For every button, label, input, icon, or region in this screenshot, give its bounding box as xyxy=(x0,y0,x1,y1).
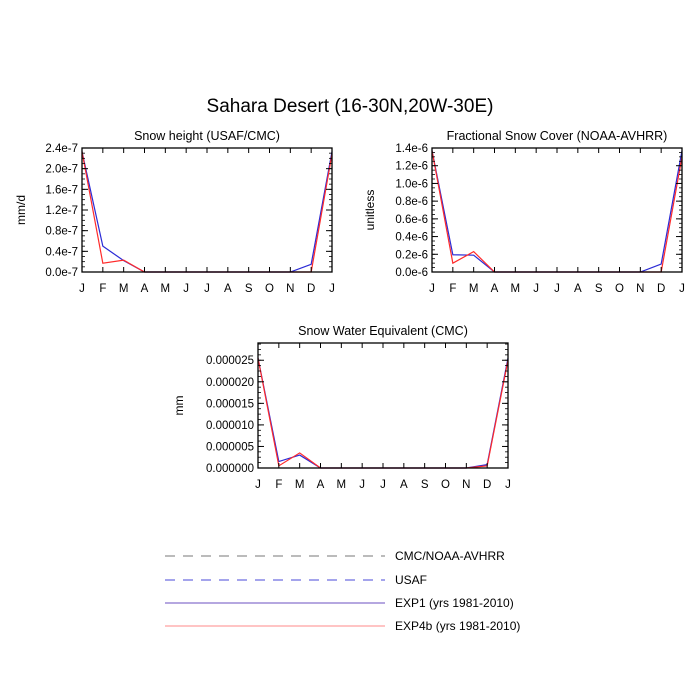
legend-label: CMC/NOAA-AVHRR xyxy=(395,549,505,563)
panel-title: Snow Water Equivalent (CMC) xyxy=(298,324,468,338)
legend-label: EXP1 (yrs 1981-2010) xyxy=(395,596,514,610)
y-tick-label: 0.6e-6 xyxy=(395,214,428,226)
y-tick-label: 1.2e-7 xyxy=(45,205,78,217)
y-tick-label: 0.4e-6 xyxy=(395,232,428,244)
y-tick-label: 0.000015 xyxy=(206,398,254,410)
y-tick-label: 0.000025 xyxy=(206,355,254,367)
x-tick-label: S xyxy=(421,479,429,491)
figure-title: Sahara Desert (16-30N,20W-30E) xyxy=(207,96,494,117)
series-line-2 xyxy=(257,357,509,469)
x-tick-label: A xyxy=(141,283,149,295)
x-tick-label: F xyxy=(449,283,456,295)
panel-title: Snow height (USAF/CMC) xyxy=(134,129,280,143)
x-tick-label: J xyxy=(429,283,435,295)
y-tick-label: 0.0e-7 xyxy=(45,267,78,279)
legend: CMC/NOAA-AVHRR USAF EXP1 (yrs 1981-2010) EX… xyxy=(165,549,520,633)
y-tick-label: 2.0e-7 xyxy=(45,164,78,176)
x-tick-label: M xyxy=(119,283,129,295)
panel-2: Fractional Snow Cover (NOAA-AVHRR) unitle… xyxy=(363,129,685,295)
x-tick-label: J xyxy=(679,283,685,295)
legend-item: USAF xyxy=(165,573,427,587)
y-tick-label: 0.8e-7 xyxy=(45,226,78,238)
x-tick-label: O xyxy=(441,479,450,491)
x-tick-label: J xyxy=(329,283,335,295)
y-tick-label: 1.4e-6 xyxy=(395,143,428,155)
x-tick-label: N xyxy=(462,479,470,491)
y-tick-label: 0.000020 xyxy=(206,377,254,389)
legend-label: EXP4b (yrs 1981-2010) xyxy=(395,619,520,633)
x-tick-label: F xyxy=(99,283,106,295)
x-tick-label: A xyxy=(574,283,582,295)
legend-item: EXP4b (yrs 1981-2010) xyxy=(165,619,520,633)
y-tick-label: 0.000000 xyxy=(206,463,254,475)
x-tick-label: F xyxy=(275,479,282,491)
x-tick-label: J xyxy=(533,283,539,295)
y-axis-label: mm/d xyxy=(14,195,28,225)
panel-title: Fractional Snow Cover (NOAA-AVHRR) xyxy=(447,129,668,143)
x-tick-label: J xyxy=(554,283,560,295)
legend-item: EXP1 (yrs 1981-2010) xyxy=(165,596,514,610)
panels: Snow height (USAF/CMC)mm/dJ F M A M J J A S O N D J0… xyxy=(14,129,685,491)
series-line-2 xyxy=(81,151,333,273)
y-tick-label: 0.000005 xyxy=(206,441,254,453)
y-axis-label: mm xyxy=(172,396,186,416)
x-tick-label: M xyxy=(469,283,479,295)
legend-item: CMC/NOAA-AVHRR xyxy=(165,549,505,563)
x-tick-label: S xyxy=(595,283,603,295)
y-tick-label: 0.2e-6 xyxy=(395,249,428,261)
x-tick-label: D xyxy=(483,479,491,491)
x-tick-label: A xyxy=(224,283,232,295)
x-tick-label: J xyxy=(204,283,210,295)
y-tick-label: 0.8e-6 xyxy=(395,196,428,208)
x-tick-label: M xyxy=(511,283,521,295)
x-tick-label: J xyxy=(183,283,189,295)
y-tick-label: 1.6e-7 xyxy=(45,184,78,196)
panel-3: Snow Water Equivalent (CMC)mmJ F M A M J J A S O N… xyxy=(172,324,511,491)
y-tick-label: 0.4e-7 xyxy=(45,246,78,258)
x-tick-label: J xyxy=(359,479,365,491)
x-tick-label: S xyxy=(245,283,253,295)
y-tick-label: 0.0e-6 xyxy=(395,267,428,279)
x-tick-label: M xyxy=(295,479,305,491)
x-tick-label: D xyxy=(307,283,315,295)
y-axis-label: unitless xyxy=(363,190,377,231)
y-tick-label: 0.000010 xyxy=(206,420,254,432)
x-tick-label: M xyxy=(161,283,171,295)
y-tick-label: 1.2e-6 xyxy=(395,161,428,173)
series-line-2 xyxy=(431,150,683,273)
x-tick-label: A xyxy=(491,283,499,295)
x-tick-label: D xyxy=(657,283,665,295)
x-tick-label: J xyxy=(380,479,386,491)
x-tick-label: M xyxy=(337,479,347,491)
x-tick-label: O xyxy=(265,283,274,295)
legend-label: USAF xyxy=(395,573,427,587)
panel-1: Snow height (USAF/CMC)mm/dJ F M A M J J A S O N D J0… xyxy=(14,129,335,295)
y-tick-label: 2.4e-7 xyxy=(45,143,78,155)
x-tick-label: N xyxy=(286,283,294,295)
plot-frame xyxy=(257,342,509,469)
plot-frame xyxy=(81,147,333,273)
series-line-1 xyxy=(81,151,333,273)
x-tick-label: O xyxy=(615,283,624,295)
x-tick-label: A xyxy=(400,479,408,491)
series-line-1 xyxy=(257,357,509,469)
x-tick-label: J xyxy=(255,479,261,491)
y-tick-label: 1.0e-6 xyxy=(395,178,428,190)
x-tick-label: A xyxy=(317,479,325,491)
x-tick-label: N xyxy=(636,283,644,295)
x-tick-label: J xyxy=(79,283,85,295)
x-tick-label: J xyxy=(505,479,511,491)
